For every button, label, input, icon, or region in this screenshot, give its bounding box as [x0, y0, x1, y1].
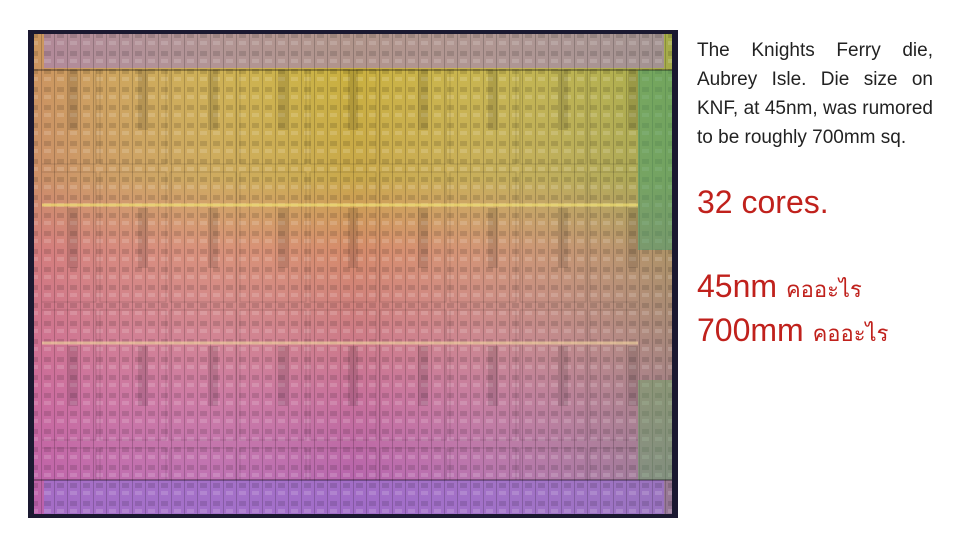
question: คออะไร: [812, 321, 889, 346]
term: 700mm: [697, 312, 804, 348]
question-line: 700mm คออะไร: [697, 310, 933, 354]
question-line: 45nm คออะไร: [697, 266, 933, 310]
questions: 45nm คออะไร 700mm คออะไร: [697, 266, 933, 354]
die-photo: [28, 30, 678, 518]
cores-note: 32 cores.: [697, 184, 829, 220]
term: 45nm: [697, 268, 778, 304]
text-panel: The Knights Ferry die, Aubrey Isle. Die …: [697, 36, 933, 354]
description: The Knights Ferry die, Aubrey Isle. Die …: [697, 40, 933, 148]
question: คออะไร: [785, 277, 862, 302]
